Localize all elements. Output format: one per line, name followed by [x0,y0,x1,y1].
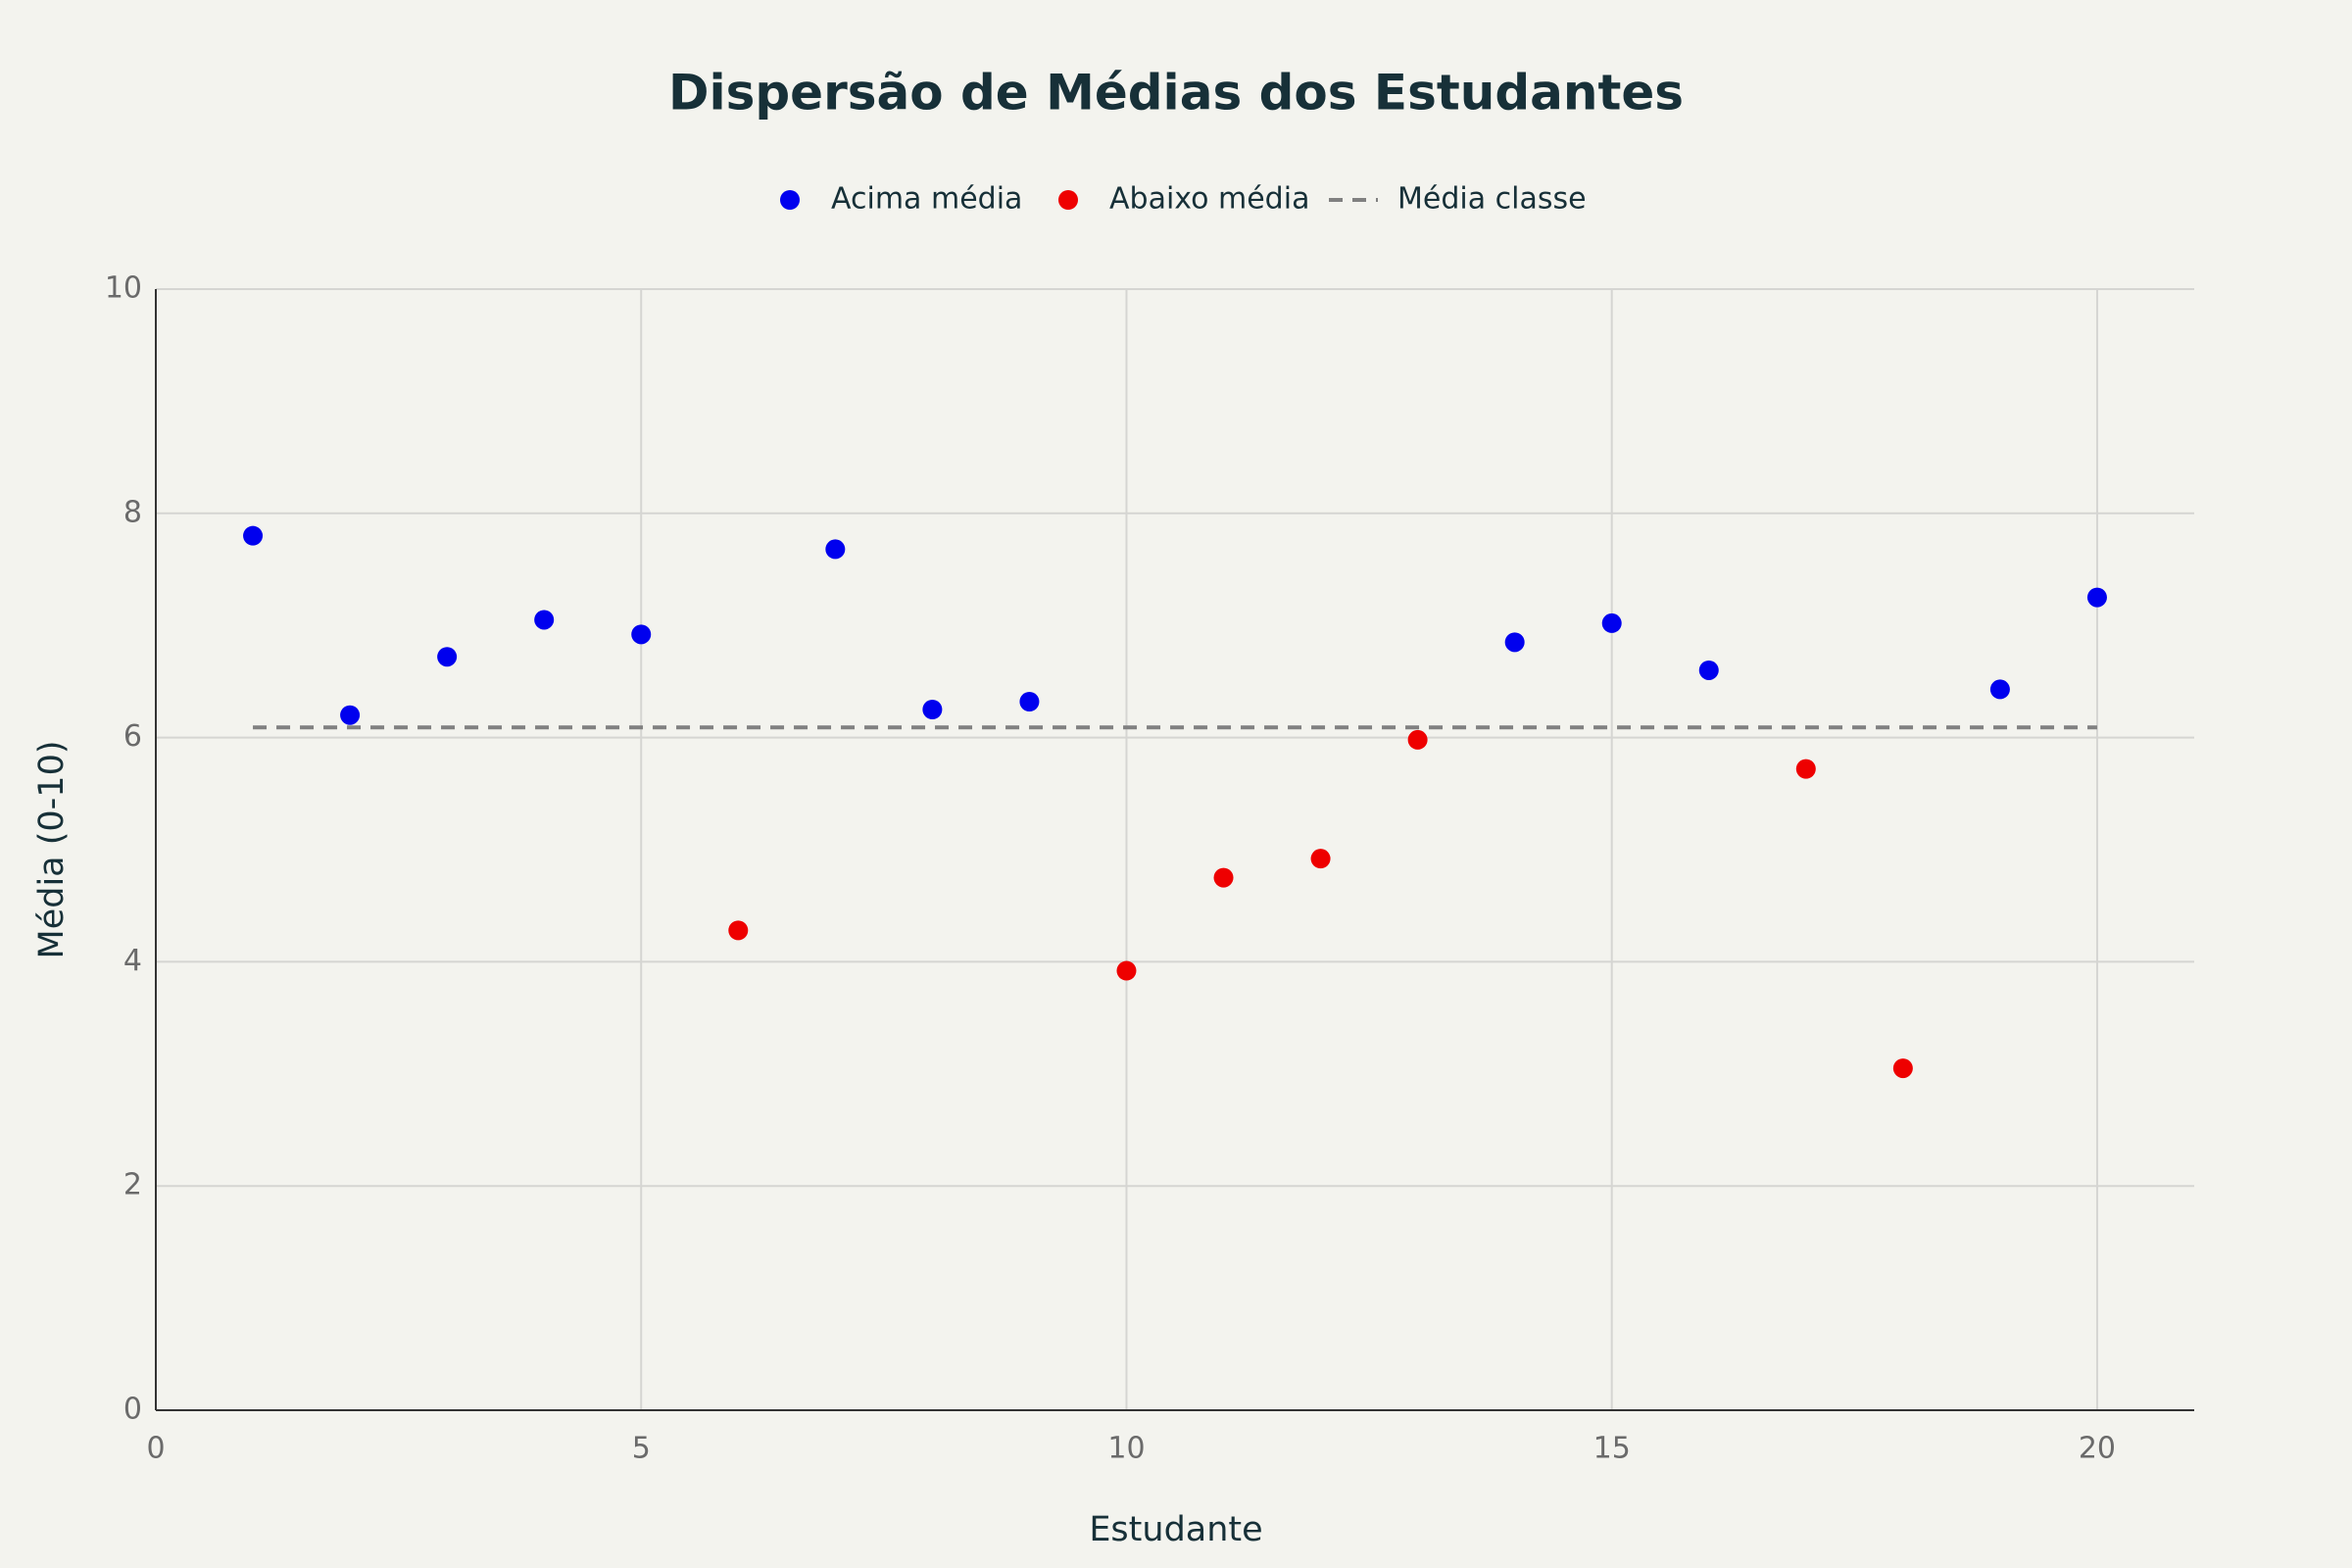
y-tick-label: 10 [105,271,142,306]
y-tick-label: 8 [123,495,142,529]
data-point [728,920,749,941]
legend-label: Abaixo média [1109,182,1309,217]
data-point [922,700,943,719]
y-tick-label: 4 [123,944,142,978]
x-tick-label: 20 [2079,1432,2116,1466]
data-point [1504,632,1525,653]
data-point [534,610,555,630]
data-point [1698,660,1719,680]
data-point [1407,729,1428,750]
legend-swatch [780,190,800,210]
data-point [243,525,264,546]
legend-swatch [1058,190,1078,210]
x-tick-label: 10 [1107,1432,1145,1466]
data-point [2086,587,2107,608]
legend-label: Média classe [1397,182,1587,217]
y-tick-label: 2 [123,1168,142,1202]
data-point [1892,1058,1913,1079]
data-point [1310,849,1331,869]
x-tick-label: 5 [632,1432,651,1466]
data-point [1601,612,1622,633]
data-point [437,647,458,667]
data-point [340,705,361,725]
data-point [825,539,846,560]
data-point [1989,679,2010,700]
data-point [1116,960,1137,981]
data-point [1213,867,1234,888]
data-point [631,624,652,645]
y-tick-label: 6 [123,719,142,754]
data-point [1795,759,1816,779]
data-point [1019,691,1040,711]
x-axis-label: Estudante [1089,1510,1262,1549]
x-tick-label: 15 [1593,1432,1631,1466]
chart-title: Dispersão de Médias dos Estudantes [668,65,1684,122]
x-tick-label: 0 [146,1432,165,1466]
y-axis-label: Média (0-10) [32,741,72,959]
legend-label: Acima média [831,182,1022,217]
y-tick-label: 0 [123,1393,142,1427]
